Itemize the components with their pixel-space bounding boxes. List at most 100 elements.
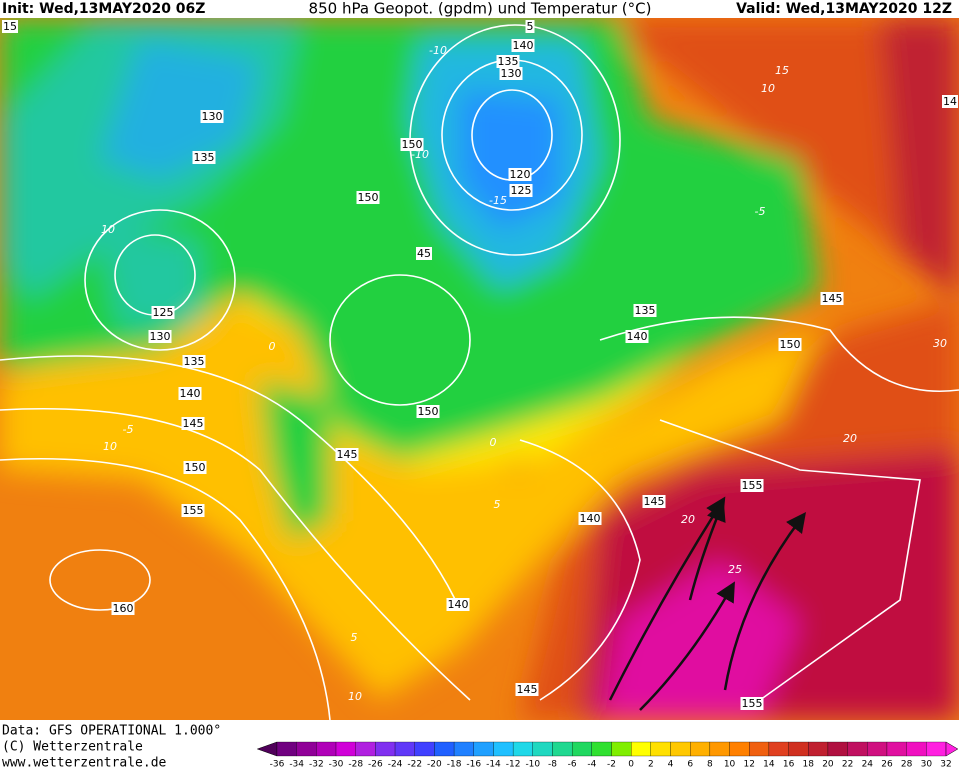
url: www.wetterzentrale.de [2,756,167,771]
colorbar-label: 22 [842,760,853,770]
colorbar-swatch [867,741,888,757]
geopotential-label: 155 [742,697,763,710]
label-box [511,39,535,52]
label-box [740,697,764,710]
colorbar-swatch [768,741,789,757]
geopotential-label: 130 [202,110,223,123]
colorbar-label: 6 [687,760,693,770]
temperature-field [0,18,959,720]
colorbar-swatch [749,741,770,757]
colorbar-label: -12 [506,760,521,770]
colorbar-swatch [512,741,533,757]
label-box [515,683,539,696]
geopotential-label: 145 [517,683,538,696]
copyright: (C) Wetterzentrale [2,740,143,755]
colorbar-end [945,741,959,757]
colorbar-swatch [394,741,415,757]
geopotential-label: 135 [184,355,205,368]
label-box [181,417,205,430]
colorbar-label: -22 [407,760,422,770]
geopotential-label: 145 [822,292,843,305]
colorbar-swatch [316,741,337,757]
label-box [820,292,844,305]
colorbar-label: 10 [724,760,736,770]
colorbar-swatch [473,741,494,757]
colorbar-label: 16 [783,760,795,770]
colorbar-label: 14 [763,760,775,770]
colorbar-swatch [709,741,730,757]
colorbar-swatch [335,741,356,757]
colorbar-label: 12 [744,760,755,770]
colorbar-swatch [453,741,474,757]
colorbar-label: 8 [707,760,713,770]
label-box [416,247,432,260]
colorbar-swatch [631,741,652,757]
colorbar-swatch [650,741,671,757]
geopotential-label: 135 [498,55,519,68]
colorbar-label: -32 [309,760,324,770]
geopotential-label: 150 [402,138,423,151]
colorbar-label: -24 [388,760,403,770]
geopotential-label: 130 [150,330,171,343]
isotherm-label: -5 [123,423,134,436]
colorbar-label: -20 [427,760,442,770]
map-title: 850 hPa Geopot. (gpdm) und Temperatur (°… [309,0,652,18]
data-source: Data: GFS OPERATIONAL 1.000° [2,724,221,739]
label-box [446,598,470,611]
isotherm-label: 0 [269,340,276,353]
colorbar-swatch [296,741,317,757]
geopotential-label: 145 [644,495,665,508]
geopotential-label: 120 [510,168,531,181]
label-box [111,602,135,615]
geopotential-label: 145 [183,417,204,430]
label-box [778,338,802,351]
label-box [183,461,207,474]
colorbar-label: 32 [940,760,951,770]
label-box [400,138,424,151]
label-box [633,304,657,317]
isotherm-label: 5 [494,498,501,511]
colorbar-label: -2 [607,760,616,770]
colorbar-label: -26 [368,760,383,770]
colorbar-label: -8 [548,760,557,770]
isotherm-label: 30 [933,337,947,350]
isotherm-label: 20 [843,432,857,445]
colorbar-label: -6 [568,760,577,770]
colorbar-label: 28 [901,760,913,770]
isotherm-label: 5 [351,631,358,644]
geopotential-label: 140 [448,598,469,611]
geopotential-label: 150 [780,338,801,351]
colorbar-swatch [532,741,553,757]
geopotential-label: 155 [183,504,204,517]
label-box [740,479,764,492]
isotherm-label: -10 [411,148,429,161]
colorbar-swatch [276,741,297,757]
colorbar-swatch [434,741,455,757]
geopotential-label: 150 [185,461,206,474]
isotherm-label: 10 [348,690,362,703]
colorbar-label: 18 [803,760,815,770]
colorbar-label: 2 [648,760,654,770]
label-box [499,67,523,80]
label-box [625,330,649,343]
label-box [356,191,380,204]
colorbar-swatch [690,741,711,757]
isotherm-label: 10 [101,223,115,236]
colorbar-label: -36 [270,760,285,770]
colorbar-label: -30 [329,760,344,770]
label-box [2,20,18,33]
isotherm-label: -5 [755,205,766,218]
colorbar-swatch [906,741,927,757]
geopotential-label: 140 [580,512,601,525]
geopotential-label: 145 [337,448,358,461]
isotherm-label: 10 [761,82,775,95]
colorbar-label: 20 [822,760,834,770]
valid-time: Valid: Wed,13MAY2020 12Z [736,1,952,17]
label-box [200,110,224,123]
label-box [525,20,535,33]
flow-arrows [608,496,806,711]
colorbar-swatch [808,741,829,757]
colorbar-swatch [591,741,612,757]
colorbar-swatch [414,741,435,757]
